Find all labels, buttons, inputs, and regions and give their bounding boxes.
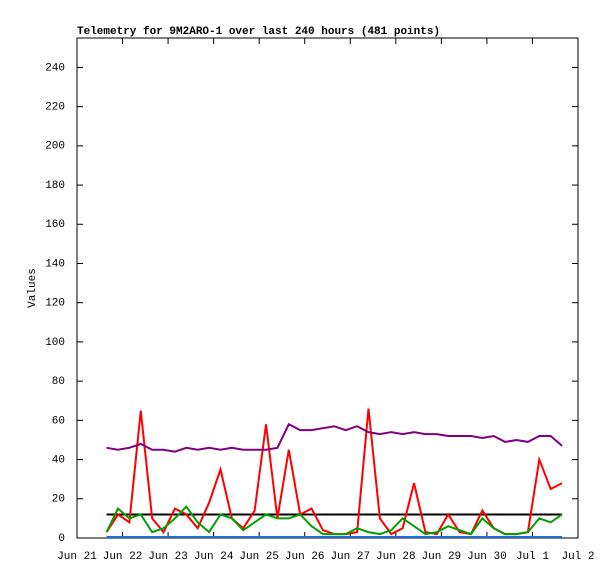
series-line [105,505,563,536]
x-tick-label: Jun 27 [330,551,370,563]
x-tick-label: Jun 22 [103,551,143,563]
plot-frame [76,37,579,539]
x-tick-label: Jul 2 [561,551,594,563]
series-line [106,422,563,453]
x-tick-label: Jun 28 [376,551,416,563]
y-tick-label: 220 [45,102,65,114]
y-tick-label: 140 [45,258,65,270]
x-tick-label: Jun 29 [422,551,462,563]
y-tick-label: 200 [45,141,65,153]
y-tick-label: 80 [52,376,65,388]
y-tick-label: 40 [52,454,65,466]
x-tick-label: Jul 1 [516,551,549,563]
y-tick-label: 0 [58,533,65,545]
x-tick-label: Jun 26 [285,551,325,563]
y-tick-label: 100 [45,337,65,349]
x-tick-label: Jun 23 [148,551,188,563]
x-tick-label: Jun 21 [57,551,97,563]
y-tick-label: 20 [52,494,65,506]
y-tick-label: 240 [45,62,65,74]
y-tick-label: 180 [45,180,65,192]
y-tick-label: 120 [45,298,65,310]
x-tick-label: Jun 25 [239,551,279,563]
x-tick-label: Jun 24 [194,551,234,563]
y-tick-label: 160 [45,219,65,231]
chart-title: Telemetry for 9M2ARO-1 over last 240 hou… [77,26,440,38]
x-tick-label: Jun 30 [467,551,507,563]
y-tick-label: 60 [52,415,65,427]
y-axis-label: Values [27,268,39,308]
